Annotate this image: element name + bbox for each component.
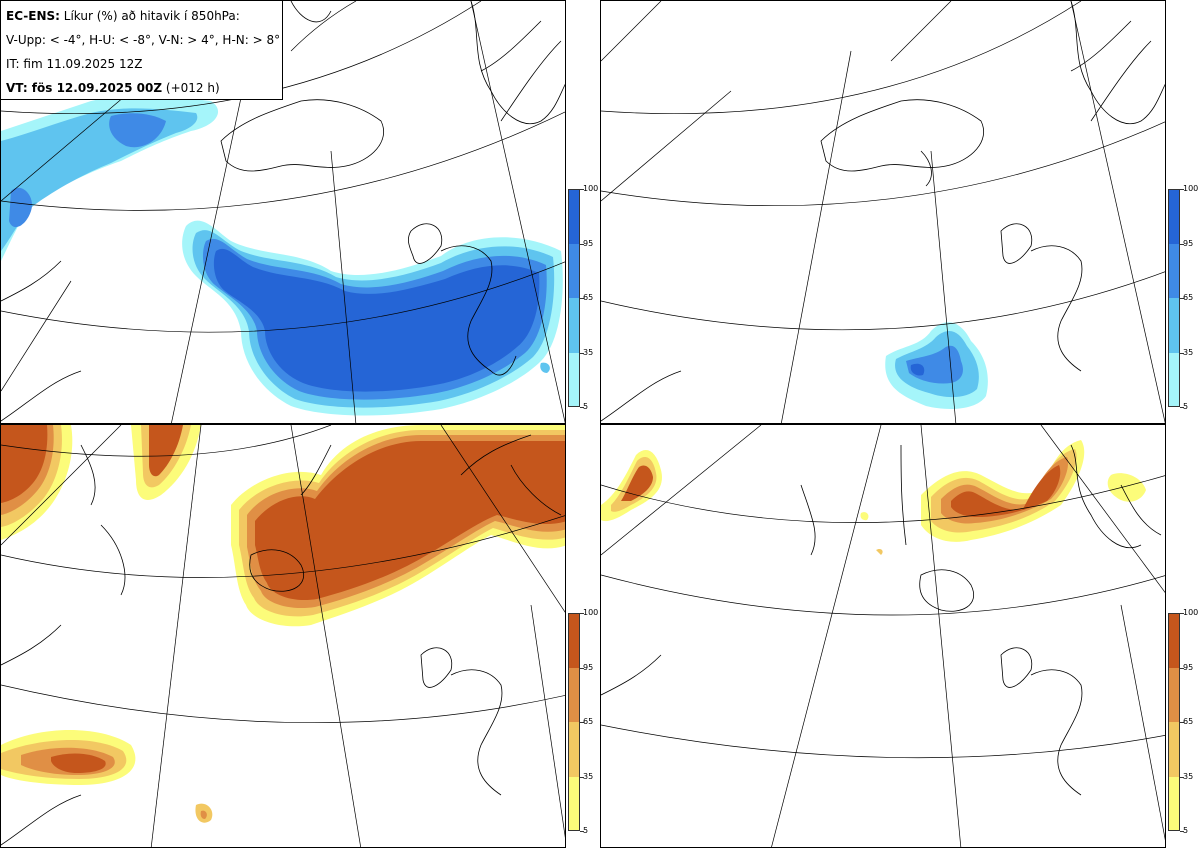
- colorbar-tick-label: 95: [583, 662, 594, 672]
- colorbar-tick-label: 35: [1183, 771, 1194, 781]
- colorbar-segment: [568, 667, 580, 722]
- thresholds-line: V-Upp: < -4°, H-U: < -8°, V-N: > 4°, H-N…: [6, 33, 281, 47]
- colorbar-tick: [1180, 831, 1184, 832]
- colorbar-tick: [1180, 776, 1184, 778]
- colorbar-tick: [580, 776, 584, 778]
- colorbar-blue-right: 100 95 65 35 5: [1168, 185, 1198, 411]
- colorbar-orange-left: 100 95 65 35 5: [568, 609, 598, 835]
- colorbar-segment: [568, 722, 580, 777]
- title-rest: Líkur (%) að hitavik í 850hPa:: [63, 9, 240, 23]
- colorbar-tick-label: 100: [583, 184, 599, 193]
- colorbar-tick-label: 65: [583, 293, 594, 302]
- valid-time-line: VT: fös 12.09.2025 00Z (+012 h): [6, 76, 282, 100]
- coastlines-3: [1, 434, 562, 846]
- graticule-4: [601, 425, 1165, 847]
- colorbar-tick-label: 65: [1183, 293, 1194, 302]
- graticule-3: [1, 425, 565, 847]
- colorbar-tick-label: 5: [1183, 826, 1189, 835]
- valid-rest: (+012 h): [165, 81, 220, 95]
- colorbar-segment: [568, 298, 580, 353]
- colorbar-segment: [1168, 613, 1180, 668]
- colorbar-tick-label: 5: [1183, 402, 1189, 411]
- colorbar-tick: [580, 613, 584, 614]
- colorbar-tick: [580, 298, 584, 299]
- colorbar-segment: [1168, 243, 1180, 298]
- colorbar-tick: [580, 667, 584, 669]
- map-panel-top-right: [600, 0, 1166, 424]
- colorbar-tick: [1180, 352, 1184, 354]
- colorbar-tick: [580, 407, 584, 408]
- map-panel-bottom-left: [0, 424, 566, 848]
- colorbar-tick: [580, 831, 584, 832]
- coastlines-2: [601, 1, 1165, 422]
- title-bold: EC-ENS:: [6, 9, 60, 23]
- colorbar-segment: [568, 613, 580, 668]
- colorbar-tick: [1180, 407, 1184, 408]
- colorbar-tick-label: 95: [1183, 662, 1194, 672]
- colorbar-tick-label: 95: [583, 238, 594, 248]
- colorbar-segment: [1168, 776, 1180, 831]
- info-box: EC-ENS: Líkur (%) að hitavik í 850hPa: V…: [0, 0, 283, 100]
- colorbar-segment: [1168, 352, 1180, 407]
- title-line: EC-ENS: Líkur (%) að hitavik í 850hPa:: [6, 4, 282, 28]
- colorbar-tick: [580, 189, 584, 190]
- colorbar-tick-label: 100: [1183, 608, 1199, 617]
- colorbar-tick: [1180, 189, 1184, 190]
- colorbar-tick-label: 100: [583, 608, 599, 617]
- colorbar-tick-label: 100: [1183, 184, 1199, 193]
- colorbar-segment: [568, 352, 580, 407]
- map-bottom-right: [601, 425, 1165, 847]
- colorbar-orange-right: 100 95 65 35 5: [1168, 609, 1198, 835]
- graticule-2: [601, 1, 1165, 423]
- colorbar-tick-label: 35: [583, 347, 594, 357]
- colorbar-segment: [1168, 298, 1180, 353]
- colorbar-tick: [580, 722, 584, 723]
- colorbar-tick: [1180, 667, 1184, 669]
- colorbar-segment: [568, 189, 580, 244]
- colorbar-tick-label: 65: [1183, 717, 1194, 726]
- colorbar-tick: [1180, 613, 1184, 614]
- colorbar-tick-label: 65: [583, 717, 594, 726]
- probability-field-blue: [1, 95, 563, 416]
- init-time-line: IT: fim 11.09.2025 12Z: [6, 57, 143, 71]
- colorbar-segment: [1168, 189, 1180, 244]
- colorbar-segment: [568, 776, 580, 831]
- map-panel-bottom-right: [600, 424, 1166, 848]
- colorbar-tick-label: 35: [1183, 347, 1194, 357]
- colorbar-tick: [580, 243, 584, 245]
- colorbar-tick: [1180, 243, 1184, 245]
- colorbar-tick: [1180, 298, 1184, 299]
- map-panel-top-left: [0, 0, 566, 424]
- map-top-left: [1, 1, 565, 423]
- coastlines-4: [601, 444, 1162, 796]
- colorbar-tick-label: 95: [1183, 238, 1194, 248]
- coastlines: [1, 1, 565, 422]
- probability-field-orange: [1, 425, 565, 823]
- colorbar-blue-left: 100 95 65 35 5: [568, 185, 598, 411]
- valid-bold: VT: fös 12.09.2025 00Z: [6, 81, 163, 95]
- probability-field-orange-2: [601, 440, 1146, 555]
- colorbar-tick-label: 5: [583, 402, 589, 411]
- colorbar-tick: [1180, 722, 1184, 723]
- colorbar-tick-label: 5: [583, 826, 589, 835]
- colorbar-segment: [568, 243, 580, 298]
- colorbar-segment: [1168, 667, 1180, 722]
- colorbar-tick-label: 35: [583, 771, 594, 781]
- colorbar-tick: [580, 352, 584, 354]
- graticule: [1, 1, 565, 423]
- map-top-right: [601, 1, 1165, 423]
- probability-field-blue-2: [885, 322, 988, 409]
- colorbar-segment: [1168, 722, 1180, 777]
- map-bottom-left: [1, 425, 565, 847]
